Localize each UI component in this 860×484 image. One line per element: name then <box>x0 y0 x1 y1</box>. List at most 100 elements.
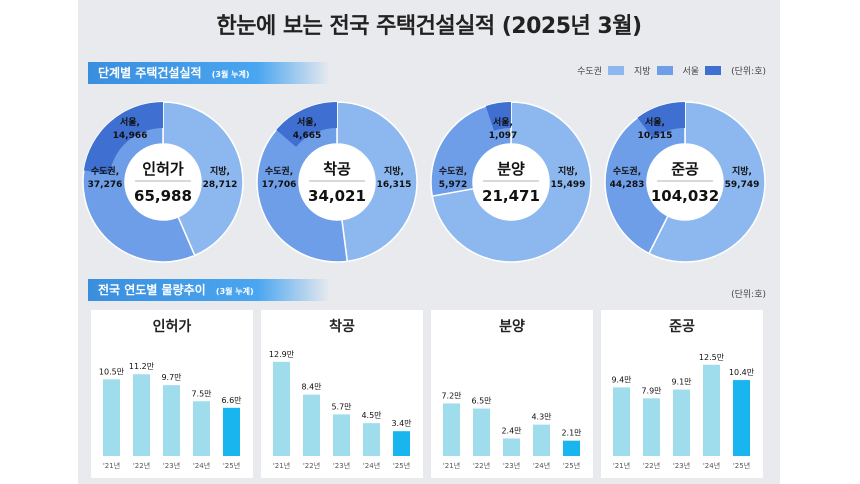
bar-panel-title: 준공 <box>669 319 695 335</box>
bar-category-label: '25년 <box>223 461 240 470</box>
section-subtitle: (3월 누계) <box>215 287 254 296</box>
bar-chart: 10.5만 '21년 11.2만 '22년 9.7만 '23년 7.5만 '24년 6.6만 '2… <box>99 362 242 470</box>
section-banner-stage: 단계별 주택건설실적 (3월 누계) <box>88 62 330 84</box>
bar <box>163 385 180 456</box>
legend-swatch-region <box>656 66 673 75</box>
bar-value-label: 12.9만 <box>269 350 295 359</box>
donut-hole <box>125 144 201 220</box>
bar-category-label: '22년 <box>473 461 490 470</box>
bar-value-label: 7.5만 <box>191 389 212 398</box>
donut-label-region-value: 59,749 <box>725 180 760 190</box>
donut-hole <box>299 144 375 220</box>
donut-slice-seoul <box>276 102 337 147</box>
bar <box>273 361 290 456</box>
bar-chart: 7.2만 '21년 6.5만 '22년 2.4만 '23년 4.3만 '24년 2.1만 '25년 <box>441 391 582 470</box>
donut-label-capital-value: 17,706 <box>262 180 297 190</box>
bar <box>103 379 120 456</box>
donut-slice-seoul <box>83 102 163 175</box>
bar <box>673 389 690 456</box>
donut-label-seoul-name: 서울, <box>120 116 140 128</box>
bar-value-label: 3.4만 <box>391 419 412 428</box>
donut-label-region-name: 지방, <box>210 165 230 177</box>
donut-center-total: 104,032 <box>651 187 719 205</box>
donut-label-capital-value: 5,972 <box>439 180 467 190</box>
bar-value-label: 6.5만 <box>471 397 492 406</box>
donut-center-total: 65,988 <box>134 187 192 205</box>
donut-label-region-value: 28,712 <box>203 180 238 190</box>
legend-label-region: 지방 <box>633 67 651 77</box>
bar-value-label: 4.3만 <box>531 413 552 422</box>
legend-label-seoul: 서울 <box>682 67 700 77</box>
legend-unit: (단위:호) <box>731 67 766 77</box>
donut-label-region-value: 15,499 <box>551 180 586 190</box>
donut-center-total: 34,021 <box>308 187 366 205</box>
page-title: 한눈에 보는 전국 주택건설실적 (2025년 3월) <box>216 14 642 39</box>
donut-center-title: 분양 <box>497 160 525 178</box>
donut-center-title: 인허가 <box>142 160 184 178</box>
donut-label-capital-name: 수도권, <box>439 165 467 177</box>
bar-category-label: '22년 <box>303 461 320 470</box>
bar-value-label: 7.2만 <box>441 391 462 400</box>
bar <box>443 403 460 456</box>
bar <box>643 398 660 456</box>
bar <box>303 394 320 456</box>
bar-value-label: 10.4만 <box>729 368 755 377</box>
donut-label-seoul-value: 10,515 <box>638 131 673 141</box>
bar-panel-title: 분양 <box>499 319 525 335</box>
bar <box>563 440 580 456</box>
bar-panel-1: 인허가 10.5만 '21년 11.2만 '22년 9.7만 '23년 7.5만 '24년 6.6… <box>91 310 253 478</box>
section-title: 전국 연도별 물량추이 <box>98 283 206 297</box>
bar-category-label: '24년 <box>533 461 550 470</box>
donut-center-total: 21,471 <box>482 187 540 205</box>
donut-1: 인허가 65,988 지방, 28,712 수도권, 37,276 서울, 14,966 <box>82 101 244 263</box>
bar-category-label: '23년 <box>333 461 350 470</box>
bar-category-label: '23년 <box>163 461 180 470</box>
bar <box>473 408 490 456</box>
donut-label-region-value: 16,315 <box>377 180 412 190</box>
bar-category-label: '23년 <box>673 461 690 470</box>
section-title: 단계별 주택건설실적 <box>98 66 202 80</box>
donut-label-capital-name: 수도권, <box>91 165 119 177</box>
donut-2: 착공 34,021 지방, 16,315 수도권, 17,706 서울, 4,665 <box>256 101 418 263</box>
legend-swatch-capital <box>607 66 624 75</box>
donut-slice-seoul <box>637 102 685 139</box>
donut-label-seoul-name: 서울, <box>493 116 513 128</box>
bar <box>193 401 210 456</box>
bar-value-label: 8.4만 <box>301 383 322 392</box>
donut-label-region-name: 지방, <box>558 165 578 177</box>
bar-value-label: 5.7만 <box>331 402 352 411</box>
bar-value-label: 9.1만 <box>671 378 692 387</box>
bar-chart: 9.4만 '21년 7.9만 '22년 9.1만 '23년 12.5만 '24년 10.4만 '2… <box>611 353 755 470</box>
donut-charts: 인허가 65,988 지방, 28,712 수도권, 37,276 서울, 14,966 착공 3… <box>82 101 766 263</box>
bar-category-label: '24년 <box>703 461 720 470</box>
donut-slice-region <box>647 101 766 263</box>
donut-label-seoul-name: 서울, <box>297 116 317 128</box>
section-banner-trend: 전국 연도별 물량추이 (3월 누계) <box>88 279 330 301</box>
donut-label-capital-value: 44,283 <box>610 180 645 190</box>
legend: 수도권 지방 서울 (단위:호) <box>577 64 766 77</box>
donut-center-title: 착공 <box>323 160 351 178</box>
bar-category-label: '21년 <box>613 461 630 470</box>
bar-category-label: '24년 <box>363 461 380 470</box>
bar-category-label: '25년 <box>733 461 750 470</box>
bar-value-label: 2.1만 <box>561 429 582 438</box>
bar-value-label: 11.2만 <box>129 362 155 371</box>
bar-panel-title: 착공 <box>329 319 355 335</box>
bar-category-label: '22년 <box>133 461 150 470</box>
infographic-canvas: 한눈에 보는 전국 주택건설실적 (2025년 3월) 단계별 주택건설실적 (… <box>78 0 780 484</box>
bar-category-label: '21년 <box>443 461 460 470</box>
bar <box>223 407 240 456</box>
unit-label: (단위:호) <box>731 290 766 300</box>
bar-category-label: '25년 <box>393 461 410 470</box>
bar <box>613 387 630 456</box>
section-subtitle: (3월 누계) <box>211 70 250 79</box>
bar <box>533 424 550 456</box>
donut-label-capital-value: 37,276 <box>88 180 123 190</box>
bar-category-label: '21년 <box>273 461 290 470</box>
bar-value-label: 12.5만 <box>699 353 725 362</box>
bar-category-label: '23년 <box>503 461 520 470</box>
donut-hole <box>473 144 549 220</box>
bar <box>133 374 150 456</box>
donut-label-seoul-value: 1,097 <box>489 131 517 141</box>
donut-label-capital-name: 수도권, <box>265 165 293 177</box>
